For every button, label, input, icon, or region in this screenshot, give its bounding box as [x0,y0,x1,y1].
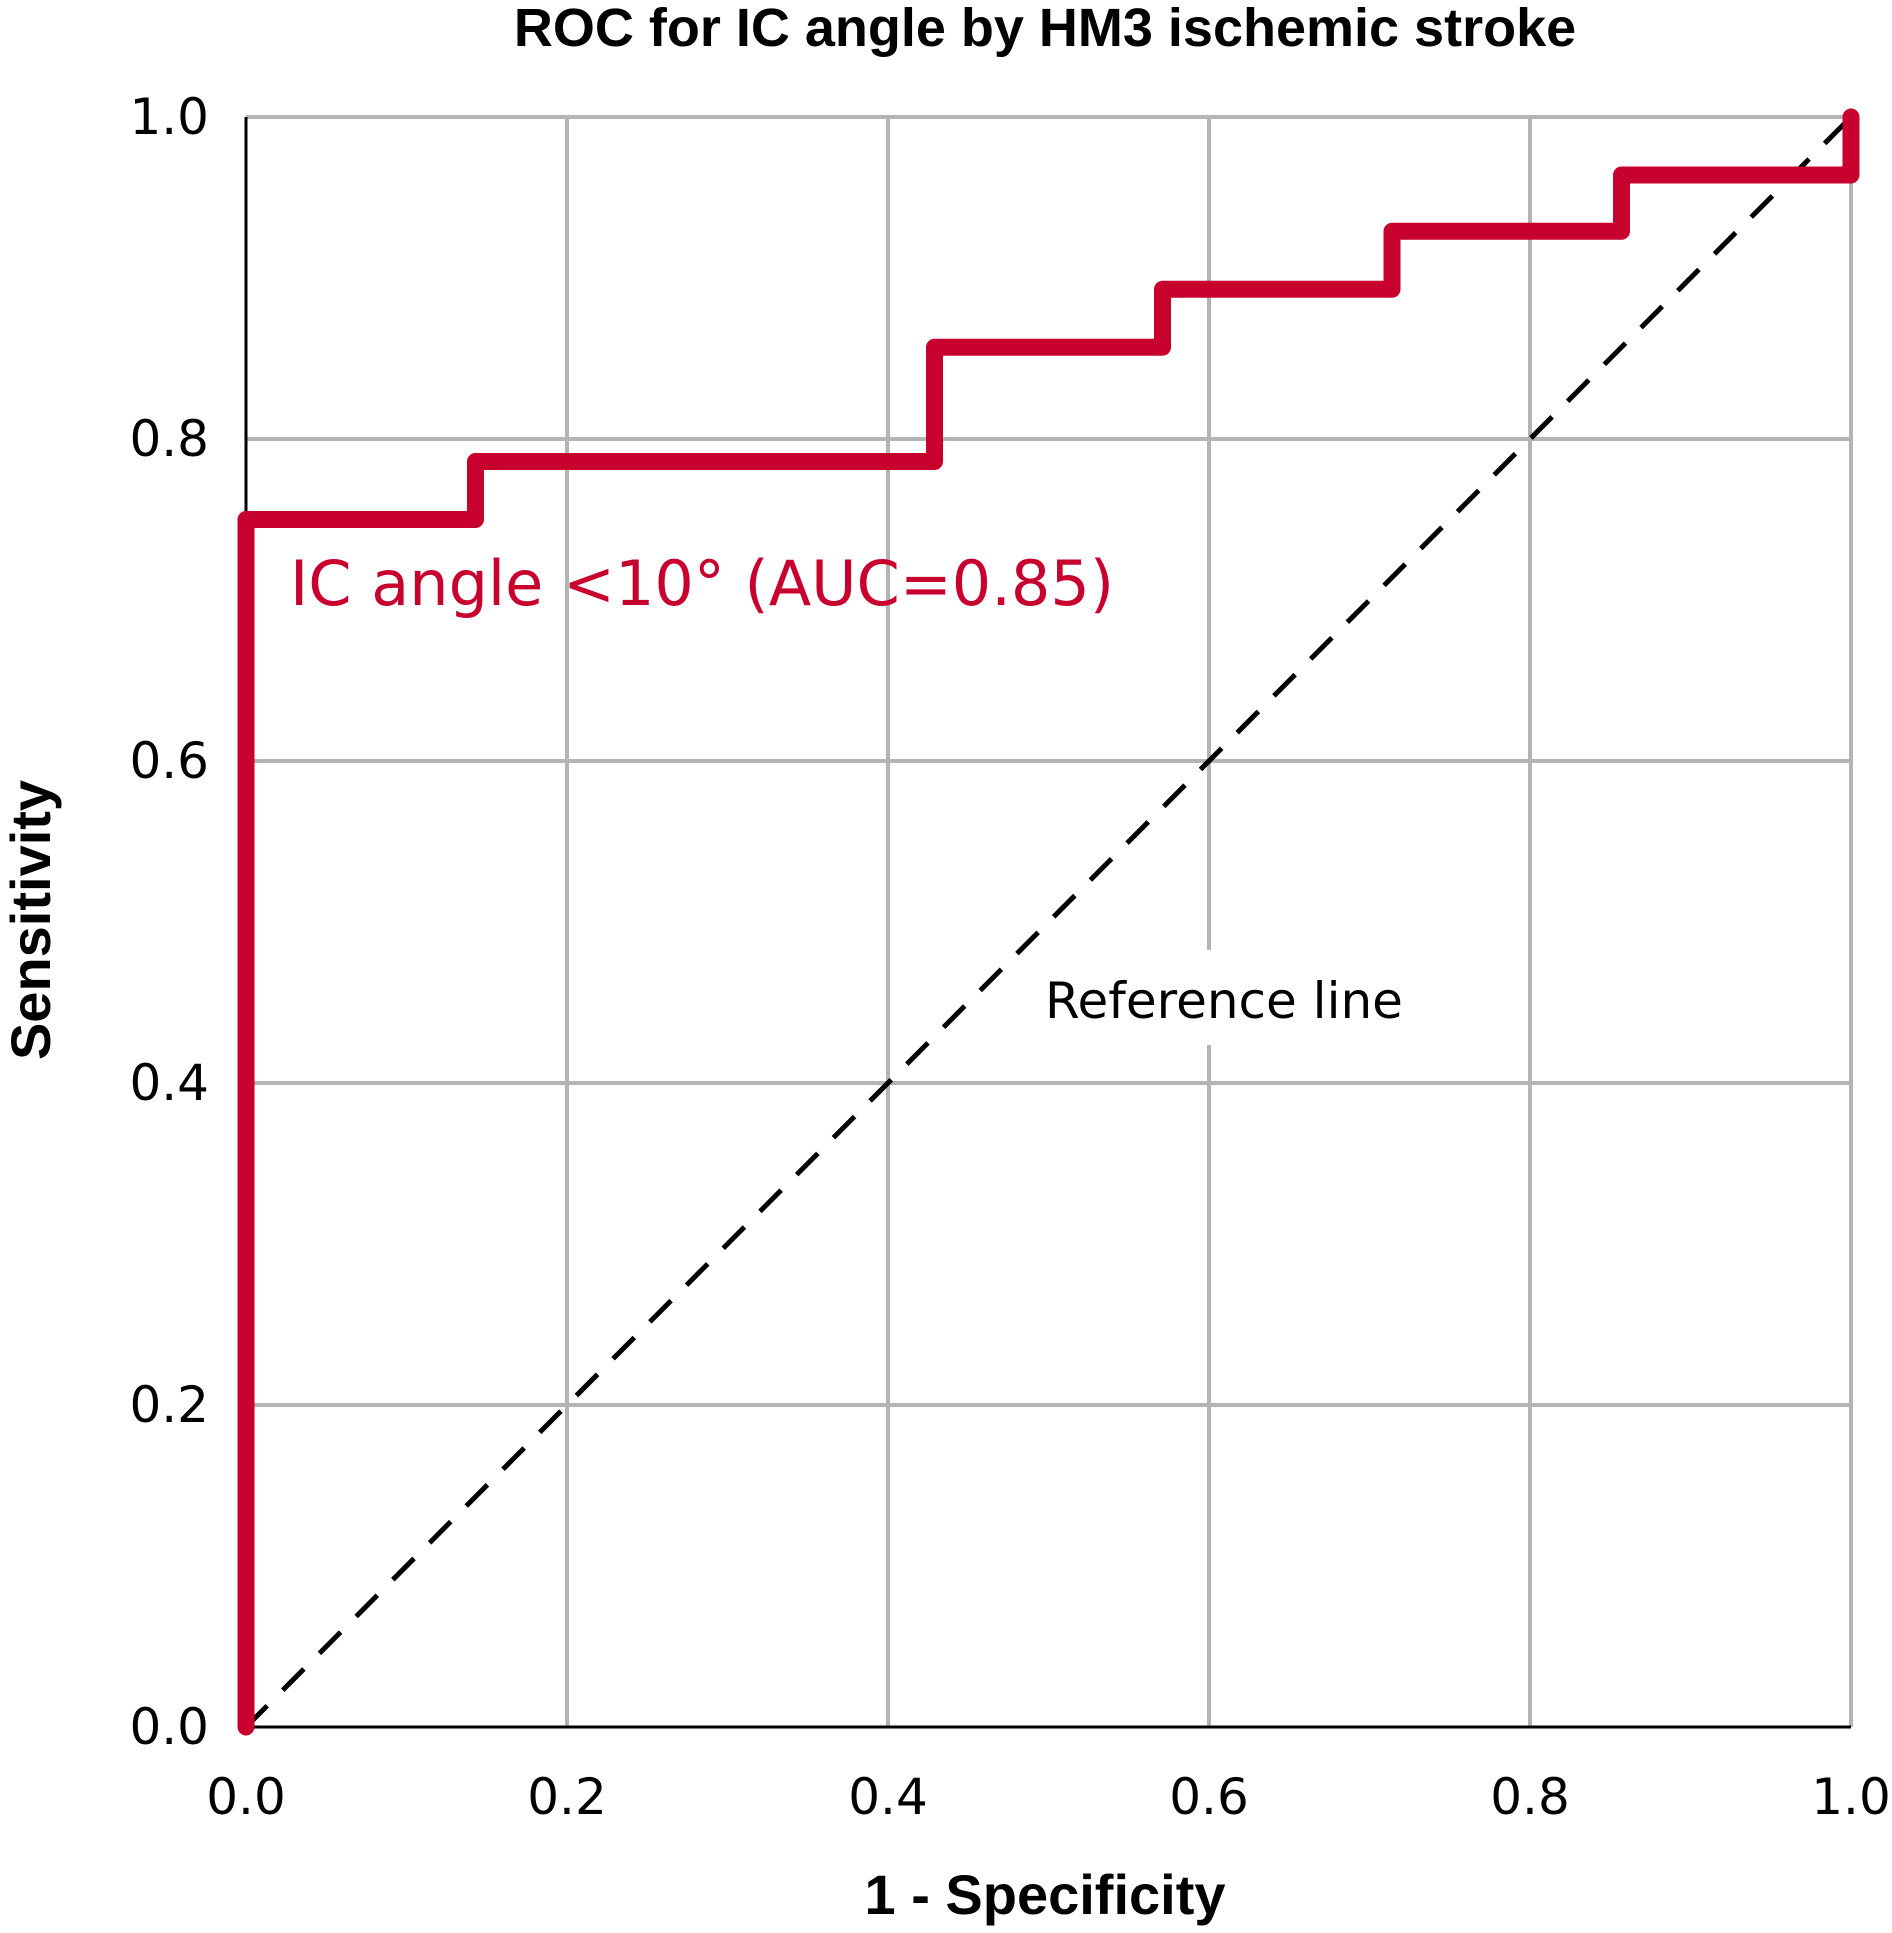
x-tick-label-1: 0.2 [527,1768,607,1826]
y-tick-label-3: 0.6 [129,732,209,790]
tick-labels: 0.0 0.2 0.4 0.6 0.8 1.0 0.0 0.2 0.4 0.6 0.8 1.0 [129,88,1890,1826]
x-tick-label-0: 0.0 [206,1768,286,1826]
y-axis-label: Sensitivity [0,780,62,1060]
grid [246,115,1853,1727]
y-tick-label-5: 1.0 [129,88,209,146]
series-group [237,108,1860,1736]
reference-line-label: Reference line [1045,972,1403,1030]
x-tick-label-2: 0.4 [848,1768,928,1826]
reference-line-group [244,115,1853,1729]
y-tick-label-4: 0.8 [129,410,209,468]
series-label: IC angle <10° (AUC=0.85) [290,547,1114,620]
x-axis-label: 1 - Specificity [864,1863,1225,1926]
x-tick-label-3: 0.6 [1169,1768,1249,1826]
chart-title: ROC for IC angle by HM3 ischemic stroke [514,0,1576,58]
x-tick-label-5: 1.0 [1811,1768,1891,1826]
y-tick-label-2: 0.4 [129,1054,209,1112]
y-tick-label-1: 0.2 [129,1376,209,1434]
reference-line [244,115,1853,1729]
x-tick-label-4: 0.8 [1490,1768,1570,1826]
reference-line-label-background [1030,950,1440,1045]
roc-curve-0 [237,108,1860,1736]
y-tick-label-0: 0.0 [129,1698,209,1756]
